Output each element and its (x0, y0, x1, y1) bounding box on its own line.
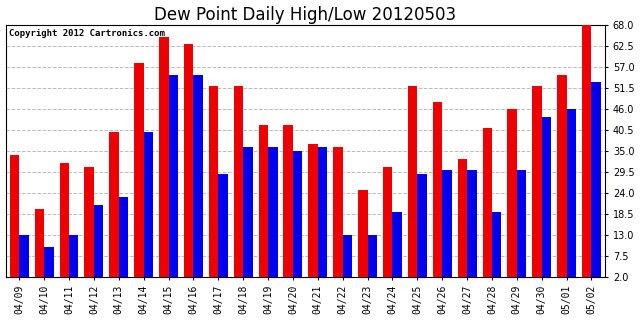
Bar (168, 75, 178, 285)
Bar (19, 236, 29, 285)
Bar (109, 132, 119, 285)
Bar (483, 128, 492, 285)
Bar (557, 75, 566, 285)
Bar (119, 197, 128, 285)
Bar (44, 247, 54, 285)
Bar (383, 167, 392, 285)
Bar (143, 132, 153, 285)
Bar (333, 148, 342, 285)
Text: Copyright 2012 Cartronics.com: Copyright 2012 Cartronics.com (8, 29, 164, 38)
Bar (508, 109, 517, 285)
Bar (10, 155, 19, 285)
Bar (259, 124, 268, 285)
Bar (367, 236, 377, 285)
Bar (134, 63, 143, 285)
Bar (582, 25, 591, 285)
Bar (308, 144, 318, 285)
Bar (566, 109, 576, 285)
Bar (234, 86, 243, 285)
Bar (159, 36, 168, 285)
Bar (517, 170, 526, 285)
Bar (193, 75, 203, 285)
Bar (84, 167, 94, 285)
Bar (60, 163, 69, 285)
Bar (532, 86, 541, 285)
Title: Dew Point Daily High/Low 20120503: Dew Point Daily High/Low 20120503 (154, 5, 456, 24)
Bar (218, 174, 228, 285)
Bar (209, 86, 218, 285)
Bar (69, 236, 79, 285)
Bar (433, 101, 442, 285)
Bar (492, 212, 501, 285)
Bar (408, 86, 417, 285)
Bar (467, 170, 477, 285)
Bar (358, 189, 367, 285)
Bar (184, 44, 193, 285)
Bar (392, 212, 402, 285)
Bar (417, 174, 427, 285)
Bar (458, 159, 467, 285)
Bar (342, 236, 352, 285)
Bar (268, 148, 278, 285)
Bar (541, 117, 551, 285)
Bar (591, 83, 601, 285)
Bar (94, 205, 103, 285)
Bar (318, 148, 327, 285)
Bar (35, 209, 44, 285)
Bar (442, 170, 452, 285)
Bar (284, 124, 293, 285)
Bar (243, 148, 253, 285)
Bar (293, 151, 302, 285)
